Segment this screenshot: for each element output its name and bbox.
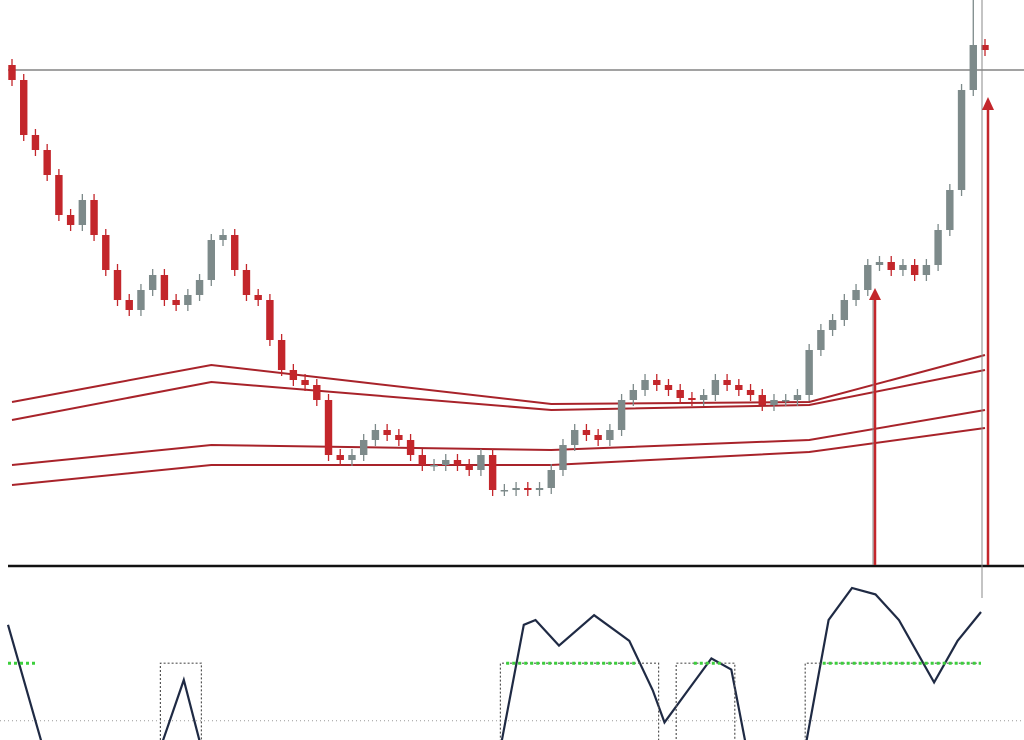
series-line — [6, 586, 982, 740]
candle-body — [266, 300, 274, 340]
candle-body — [172, 300, 180, 305]
candle-body — [887, 262, 895, 270]
candle-body — [758, 395, 766, 405]
candle-body — [981, 45, 989, 50]
candle-body — [160, 275, 169, 300]
candle-body — [301, 380, 309, 385]
candle-body — [699, 395, 708, 400]
arrow-head — [982, 97, 994, 110]
candle-body — [946, 190, 954, 230]
candle-body — [43, 150, 51, 175]
candle-body — [547, 470, 555, 488]
series-line — [11, 354, 986, 406]
candle-body — [254, 295, 262, 300]
candle-body — [782, 400, 790, 402]
signal-arrows — [869, 0, 994, 598]
candle-body — [383, 430, 391, 435]
candle-body — [653, 380, 661, 385]
candle-body — [20, 80, 28, 135]
candle-body — [957, 90, 966, 190]
candle-body — [969, 45, 977, 90]
candle-body — [512, 488, 520, 490]
oscillator-panel — [0, 586, 1024, 740]
arrow-head — [869, 288, 881, 300]
candle-body — [66, 215, 75, 225]
candle-body — [535, 488, 544, 490]
candle-body — [676, 390, 684, 398]
candle-body — [289, 370, 298, 380]
candle-body — [488, 455, 497, 490]
candle-body — [231, 235, 239, 270]
candle-body — [277, 340, 286, 370]
candle-body — [477, 455, 485, 470]
candle-body — [125, 300, 133, 310]
candle-body — [500, 490, 509, 492]
candle-body — [55, 175, 63, 215]
candle-body — [910, 265, 919, 275]
price-panel — [8, 0, 1024, 496]
candle-body — [899, 265, 907, 270]
candle-body — [864, 265, 872, 290]
candle-body — [31, 135, 40, 150]
candle-body — [137, 290, 145, 310]
candle-body — [559, 445, 567, 470]
candle-body — [195, 280, 204, 295]
candle-body — [430, 465, 438, 467]
candle-body — [664, 385, 673, 390]
candle-body — [805, 350, 813, 395]
candle-body — [746, 390, 755, 395]
candle-body — [113, 270, 122, 300]
candle-body — [629, 390, 638, 400]
candle-body — [735, 385, 743, 390]
candle-body — [313, 385, 321, 400]
candle-body — [90, 200, 98, 235]
candle-body — [102, 235, 110, 270]
candle-body — [359, 440, 368, 455]
candle-body — [770, 400, 778, 405]
candle-body — [582, 430, 591, 435]
candle-body — [8, 65, 16, 80]
series-line — [159, 662, 981, 740]
candle-body — [406, 440, 415, 455]
candle-body — [148, 275, 157, 290]
candle-body — [418, 455, 427, 465]
candle-body — [207, 240, 215, 280]
candle-body — [852, 290, 860, 300]
candle-body — [840, 300, 849, 320]
candle-body — [688, 398, 696, 400]
candle-body — [453, 460, 462, 465]
candle-body — [78, 200, 87, 225]
candle-body — [524, 488, 532, 490]
candle-body — [641, 380, 649, 390]
candle-body — [348, 455, 356, 460]
series-line — [11, 369, 986, 421]
candle-body — [828, 320, 837, 330]
candle-body — [219, 235, 227, 240]
candle-body — [922, 265, 931, 275]
candle-body — [371, 430, 380, 440]
candle-body — [570, 430, 579, 445]
candle-body — [336, 455, 344, 460]
candle-body — [793, 395, 802, 400]
candle-body — [242, 270, 251, 295]
candle-body — [324, 400, 333, 455]
candle-body — [594, 435, 602, 440]
series-line — [11, 427, 986, 486]
candle-body — [711, 380, 720, 395]
candle-body — [606, 430, 614, 440]
candle-body — [465, 465, 473, 470]
candle-body — [875, 262, 884, 265]
candle-body — [723, 380, 731, 385]
candle-body — [395, 435, 403, 440]
series-line — [11, 409, 986, 466]
candle-body — [817, 330, 825, 350]
candle-body — [934, 230, 942, 265]
candle-body — [184, 295, 192, 305]
candle-body — [617, 400, 626, 430]
candle-body — [442, 460, 450, 465]
